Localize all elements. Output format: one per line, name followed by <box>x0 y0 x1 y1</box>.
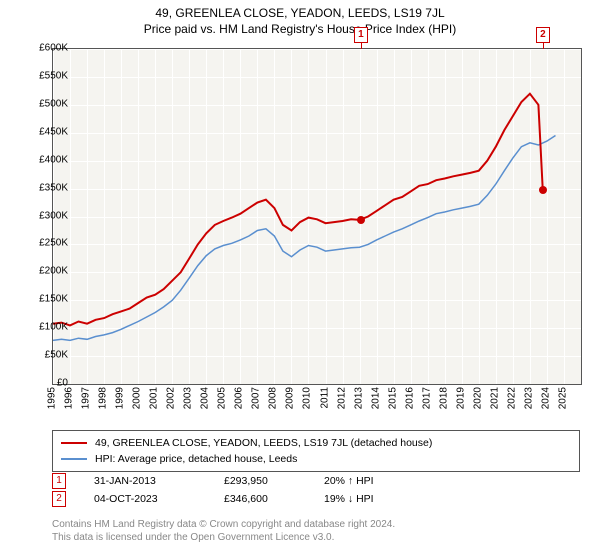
y-axis-label: £450K <box>24 126 68 137</box>
x-axis-label: 2022 <box>506 387 517 409</box>
x-axis-label: 2025 <box>557 387 568 409</box>
x-axis-label: 1996 <box>64 387 75 409</box>
x-axis-label: 2009 <box>285 387 296 409</box>
y-axis-label: £550K <box>24 70 68 81</box>
x-axis-label: 2015 <box>387 387 398 409</box>
x-axis-label: 2012 <box>336 387 347 409</box>
x-axis-label: 1997 <box>81 387 92 409</box>
x-axis-label: 2008 <box>268 387 279 409</box>
x-axis-label: 1995 <box>47 387 58 409</box>
legend-label-red: 49, GREENLEA CLOSE, YEADON, LEEDS, LS19 … <box>95 437 432 449</box>
sale-marker-2: 2 <box>536 27 550 43</box>
sale-dot-1 <box>357 216 365 224</box>
footer-line1: Contains HM Land Registry data © Crown c… <box>52 518 395 531</box>
legend-label-blue: HPI: Average price, detached house, Leed… <box>95 453 297 465</box>
y-axis-label: £350K <box>24 182 68 193</box>
x-axis-label: 2024 <box>540 387 551 409</box>
sale-row-date: 31-JAN-2013 <box>94 475 224 487</box>
legend-swatch-blue <box>61 458 87 460</box>
x-axis-label: 2017 <box>421 387 432 409</box>
x-axis-label: 2013 <box>353 387 364 409</box>
x-axis-label: 2003 <box>183 387 194 409</box>
x-axis-label: 2023 <box>523 387 534 409</box>
sale-row-price: £293,950 <box>224 475 324 487</box>
sale-row-date: 04-OCT-2023 <box>94 493 224 505</box>
sale-dot-2 <box>539 186 547 194</box>
x-axis-label: 2018 <box>438 387 449 409</box>
y-axis-label: £400K <box>24 154 68 165</box>
legend-box: 49, GREENLEA CLOSE, YEADON, LEEDS, LS19 … <box>52 430 580 472</box>
y-axis-label: £600K <box>24 43 68 54</box>
chart-subtitle: Price paid vs. HM Land Registry's House … <box>0 22 600 36</box>
y-axis-label: £200K <box>24 266 68 277</box>
sale-row: 2 04-OCT-2023£346,60019% ↓ HPI <box>52 490 424 508</box>
x-axis-label: 2005 <box>217 387 228 409</box>
sale-row-marker: 1 <box>52 473 66 489</box>
x-axis-label: 2007 <box>251 387 262 409</box>
y-axis-label: £100K <box>24 322 68 333</box>
chart-address-title: 49, GREENLEA CLOSE, YEADON, LEEDS, LS19 … <box>0 6 600 20</box>
x-axis-label: 2014 <box>370 387 381 409</box>
x-axis-label: 2001 <box>149 387 160 409</box>
sale-row-pct: 20% ↑ HPI <box>324 475 424 487</box>
x-axis-label: 2006 <box>234 387 245 409</box>
x-axis-label: 2004 <box>200 387 211 409</box>
sale-row-pct: 19% ↓ HPI <box>324 493 424 505</box>
y-axis-label: £50K <box>24 350 68 361</box>
x-axis-label: 2019 <box>455 387 466 409</box>
x-axis-label: 2000 <box>132 387 143 409</box>
y-axis-label: £500K <box>24 98 68 109</box>
legend-swatch-red <box>61 442 87 444</box>
x-axis-label: 2020 <box>472 387 483 409</box>
x-axis-label: 2010 <box>302 387 313 409</box>
x-axis-label: 2002 <box>166 387 177 409</box>
y-axis-label: £250K <box>24 238 68 249</box>
y-axis-label: £300K <box>24 210 68 221</box>
footer-attribution: Contains HM Land Registry data © Crown c… <box>52 518 395 544</box>
sale-row-price: £346,600 <box>224 493 324 505</box>
x-axis-label: 2011 <box>319 387 330 409</box>
x-axis-label: 2016 <box>404 387 415 409</box>
sale-row: 1 31-JAN-2013£293,95020% ↑ HPI <box>52 472 424 490</box>
series-line-red <box>53 94 543 326</box>
x-axis-label: 1998 <box>98 387 109 409</box>
sale-row-marker: 2 <box>52 491 66 507</box>
sale-marker-1: 1 <box>354 27 368 43</box>
y-axis-label: £150K <box>24 294 68 305</box>
footer-line2: This data is licensed under the Open Gov… <box>52 531 395 544</box>
sales-table: 1 31-JAN-2013£293,95020% ↑ HPI 2 04-OCT-202… <box>52 472 424 508</box>
x-axis-label: 1999 <box>115 387 126 409</box>
chart-plot-area: 12 <box>52 48 582 385</box>
x-axis-label: 2021 <box>489 387 500 409</box>
